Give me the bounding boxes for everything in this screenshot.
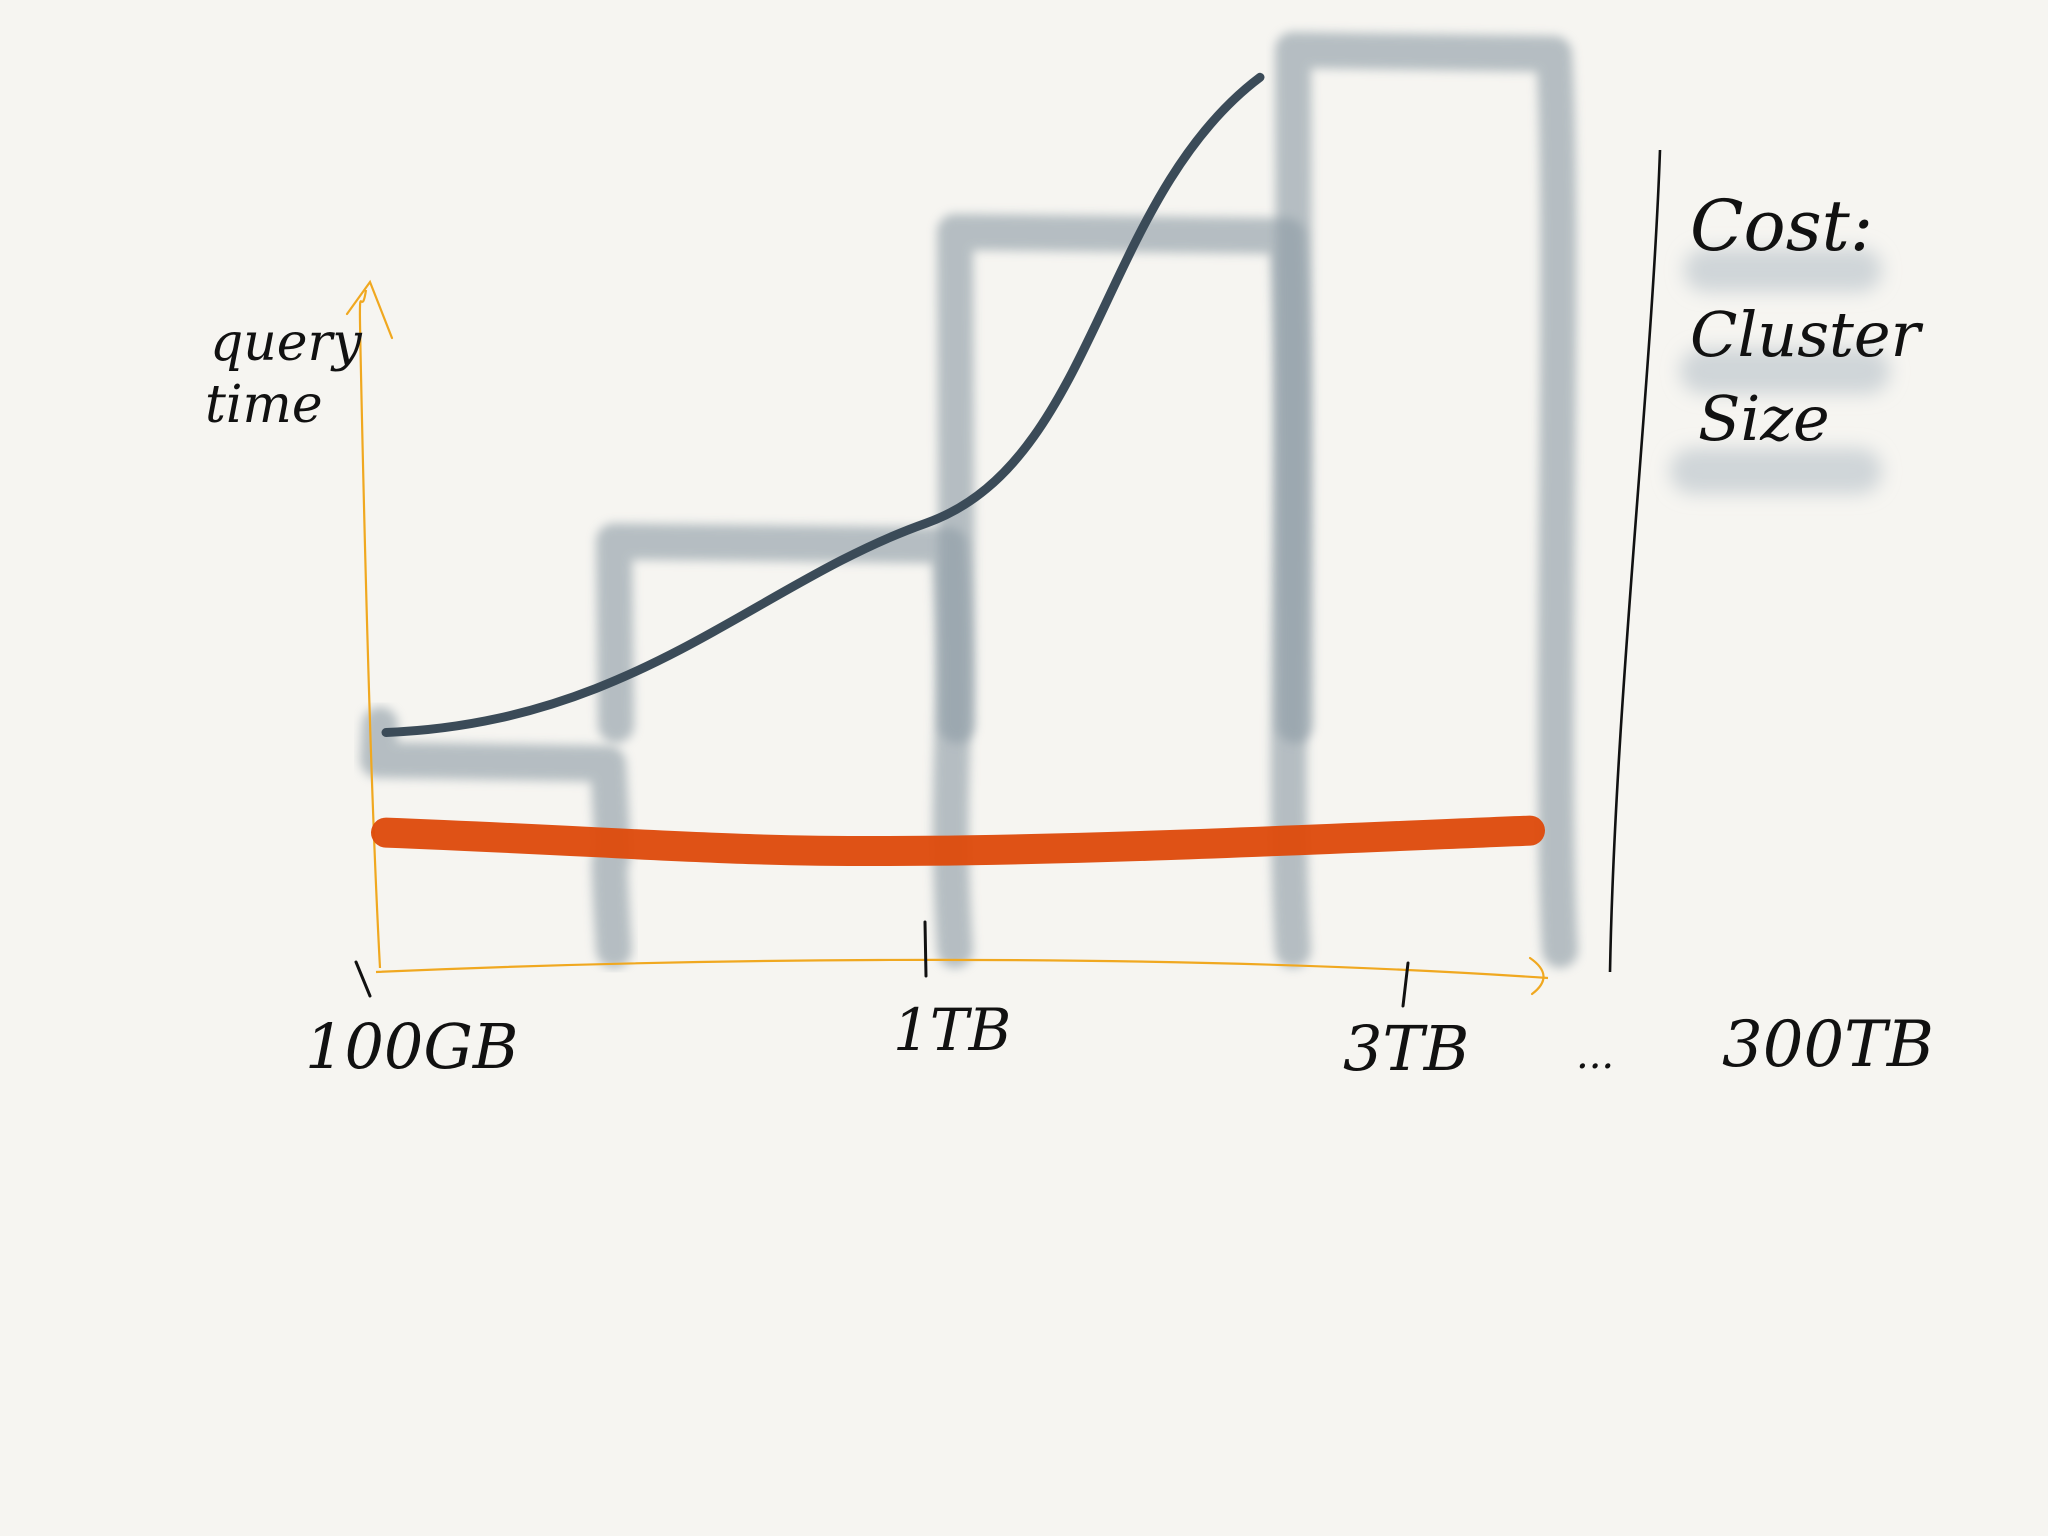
x-tick-100gb [354,960,372,998]
y-axis-label-line: query [210,313,362,373]
y-axis-line [358,289,382,969]
cost-bar-100gb [360,707,632,968]
legend-swatch [1680,348,1890,394]
legend: Cost: Cluster Size [1608,149,1924,973]
legend-item: Cluster [1690,298,1924,371]
cost-bar-1tb [596,523,973,968]
legend-item: Size [1698,382,1830,455]
x-tick-label: 3TB [1343,1012,1469,1085]
x-axis-arrowhead [1528,956,1545,996]
y-axis-label-text: query time [205,313,378,435]
legend-swatch [1670,448,1882,494]
x-tick-labels: 100GB 1TB 3TB ... 300TB [305,996,1934,1085]
series-line-orange [371,815,1545,867]
legend-divider [1608,149,1662,973]
x-tick-3tb [1401,961,1410,1008]
x-axis-line [375,958,1549,980]
legend-swatch [1684,248,1882,292]
x-tick-label: 1TB [893,996,1011,1064]
legend-item: Cost: [1690,185,1873,267]
cluster-size-bars [360,32,1578,968]
x-tick-label: 300TB [1722,1008,1934,1082]
x-tick-1tb [923,920,928,978]
y-axis-arrowhead [345,279,394,340]
cost-bar-300tb [1275,32,1578,968]
legend-swatches [1670,248,1890,494]
series-layer [371,72,1545,867]
series-line-dark [381,72,1265,737]
y-axis-label-line: time [205,375,323,435]
x-tick-label: ... [1576,1032,1614,1078]
x-tick-label: 100GB [305,1010,518,1083]
x-ticks [354,920,1410,1008]
y-axis-label: query time [205,313,378,435]
